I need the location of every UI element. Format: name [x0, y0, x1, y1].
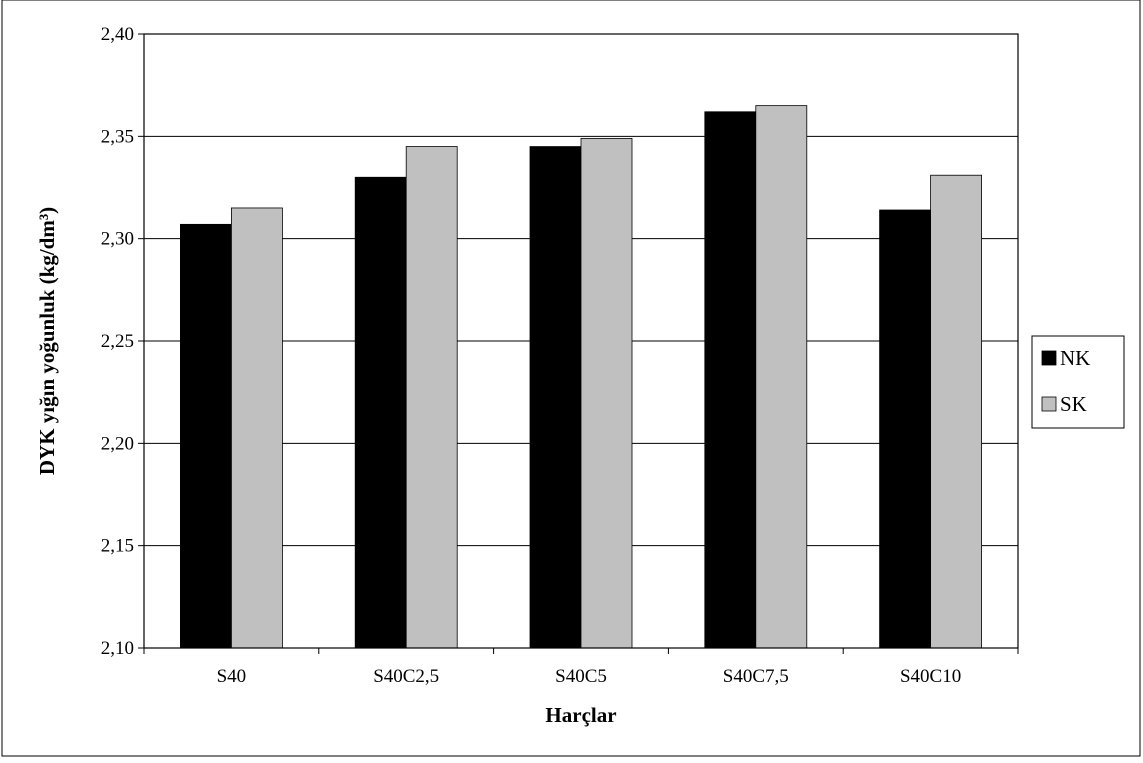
x-tick-label: S40C2,5	[373, 666, 439, 687]
x-tick-label: S40C5	[555, 666, 607, 687]
x-axis-title: Harçlar	[545, 703, 616, 727]
x-tick-label: S40C7,5	[723, 666, 789, 687]
y-axis-title: DYK yığın yoğunluk (kg/dm³)	[35, 207, 59, 475]
y-tick-label: 2,35	[101, 126, 134, 147]
bar-nk-0	[179, 223, 232, 649]
y-tick-label: 2,30	[101, 229, 134, 250]
bar-sk-1	[405, 146, 458, 649]
bar-sk-2	[580, 137, 633, 649]
bar-sk-4	[930, 174, 982, 649]
x-tick-label: S40C10	[900, 666, 961, 687]
y-tick-labels: 2,10 2,15 2,20 2,25 2,30 2,35 2,40	[101, 24, 134, 659]
legend-label-sk: SK	[1060, 392, 1087, 416]
x-tick-label: S40	[217, 666, 247, 687]
bars	[179, 105, 982, 649]
y-tick-label: 2,10	[101, 638, 134, 659]
x-tick-labels: S40 S40C2,5 S40C5 S40C7,5 S40C10	[143, 648, 1019, 687]
bar-nk-4	[879, 209, 931, 649]
y-tick-label: 2,15	[101, 536, 134, 557]
bar-sk-0	[230, 207, 283, 649]
legend-swatch-nk	[1041, 350, 1057, 366]
bar-nk-1	[354, 176, 407, 649]
bar-nk-3	[704, 111, 757, 649]
plot-area	[143, 33, 1019, 649]
y-tick-label: 2,20	[101, 433, 134, 454]
legend: NK SK	[1031, 335, 1125, 429]
bar-nk-2	[529, 146, 582, 649]
y-tick-label: 2,25	[101, 331, 134, 352]
legend-swatch-sk	[1041, 396, 1057, 412]
legend-label-nk: NK	[1060, 346, 1090, 370]
y-tick-label: 2,40	[101, 24, 134, 45]
bar-sk-3	[755, 105, 808, 649]
